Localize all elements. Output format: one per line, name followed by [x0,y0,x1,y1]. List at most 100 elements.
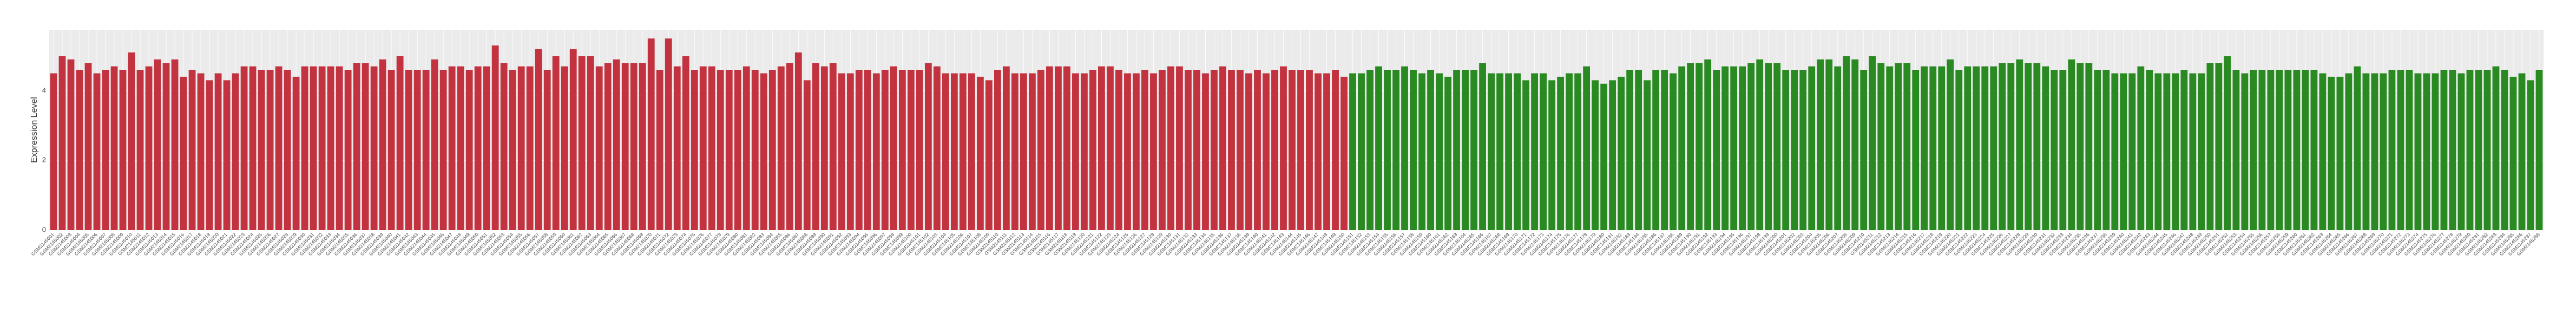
bar [1687,63,1694,230]
bar [301,66,308,230]
bar [2302,70,2309,230]
bar [1773,63,1781,230]
bar [552,56,560,231]
bar [2509,76,2517,230]
bar [249,66,257,230]
bar [907,70,915,230]
bar [647,38,655,230]
bar [266,70,274,230]
bar [994,70,1001,230]
bar [777,66,785,230]
bar [2068,59,2075,231]
bar [1921,66,1928,230]
bar [1159,70,1166,230]
bar [58,56,66,231]
bar [691,70,698,230]
bar [1176,66,1183,230]
bar [2475,70,2482,230]
bar [2336,76,2344,230]
bar [543,70,551,230]
bar [1349,73,1356,230]
bar [1133,73,1140,230]
bar [1271,70,1278,230]
bar [2276,70,2283,230]
bar [1211,70,1218,230]
bar [1799,70,1807,230]
bar [1964,66,1972,230]
bar [717,70,724,230]
bar [76,70,83,230]
bar [1306,70,1313,230]
bar [2137,66,2145,230]
bar [2423,73,2430,230]
bar [474,66,482,230]
bar [370,66,378,230]
bar [2241,73,2249,230]
bar [1903,63,1911,230]
bar [2172,73,2179,230]
bar [2059,70,2067,230]
bar [327,66,334,230]
bar [240,66,248,230]
bar [2076,63,2084,230]
bar [846,73,854,230]
bar [1366,70,1374,230]
bar [1323,73,1330,230]
bar [2007,63,2015,230]
bar [448,66,456,230]
bar [1540,73,1547,230]
bar [803,80,811,230]
bar [509,70,516,230]
bar [258,70,265,230]
bar [1028,73,1036,230]
bar [1315,73,1322,230]
bar [526,66,534,230]
bar [630,63,638,230]
bar [1427,70,1434,230]
bar [864,70,871,230]
bar [1202,73,1209,230]
bar [561,66,568,230]
bar [535,49,542,231]
bar [1410,70,1417,230]
bar [1739,66,1746,230]
bar [734,70,741,230]
bar [2380,73,2387,230]
bar [1756,59,1764,231]
bar [1115,70,1122,230]
bar [310,66,317,230]
bar [2362,73,2370,230]
bar [794,52,802,231]
bar [1548,80,1556,230]
bar [422,70,430,230]
bar [1877,63,1885,230]
bar [1046,66,1053,230]
bar [985,80,993,230]
bar [1124,73,1131,230]
bar [2180,70,2188,230]
bar [1488,73,1495,230]
bar [881,70,889,230]
bar [2120,73,2127,230]
bar [84,63,92,230]
bar [1843,56,1850,231]
bar [1721,66,1729,230]
bar [2284,70,2292,230]
bar [344,70,352,230]
bar [1955,70,1963,230]
bar [1263,73,1270,230]
bar [1531,73,1538,230]
bar [431,59,438,231]
bar [2085,63,2093,230]
bar [2154,73,2162,230]
bar [1505,73,1512,230]
bar [976,76,984,230]
bar [1817,59,1824,231]
bar [2518,73,2526,230]
bar [855,70,863,230]
bar [604,63,612,230]
bar [1791,70,1798,230]
bar [336,66,343,230]
bar [292,76,300,230]
